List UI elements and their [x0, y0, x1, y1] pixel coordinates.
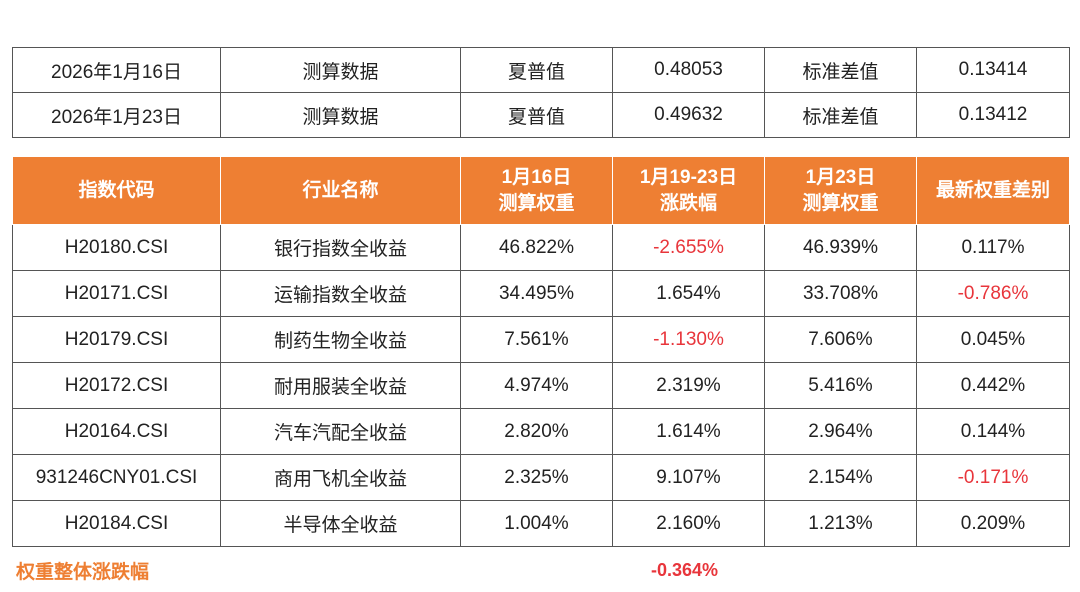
change-cell: 1.654% [612, 270, 765, 317]
index-code-cell: 931246CNY01.CSI [12, 454, 221, 501]
weight-diff-cell: 0.117% [916, 224, 1070, 271]
column-header: 1月23日测算权重 [764, 156, 917, 225]
change-cell: -2.655% [612, 224, 765, 271]
weight-jan16-cell: 46.822% [460, 224, 613, 271]
table-header-row: 指数代码 行业名称 1月16日 测算权重 1月19-23日 涨跌幅 1月23日 测算权重 最新权… [12, 156, 1070, 225]
date-cell: 2026年1月23日 [12, 92, 221, 138]
weight-diff-cell: 0.045% [916, 316, 1070, 363]
type-cell: 测算数据 [220, 47, 461, 93]
index-code-cell: H20172.CSI [12, 362, 221, 409]
type-cell: 测算数据 [220, 92, 461, 138]
weight-diff-cell: 0.442% [916, 362, 1070, 409]
change-cell: 2.160% [612, 500, 765, 547]
industry-name-cell: 制药生物全收益 [220, 316, 461, 363]
weight-jan16-cell: 34.495% [460, 270, 613, 317]
weight-jan16-cell: 4.974% [460, 362, 613, 409]
industry-name-cell: 银行指数全收益 [220, 224, 461, 271]
weight-jan23-cell: 2.154% [764, 454, 917, 501]
table-row: H20164.CSI 汽车汽配全收益 2.820% 1.614% 2.964% 0.144… [12, 408, 1070, 455]
index-code-cell: H20164.CSI [12, 408, 221, 455]
std-value-cell: 0.13414 [916, 47, 1070, 93]
industry-name-cell: 商用飞机全收益 [220, 454, 461, 501]
weight-jan23-cell: 7.606% [764, 316, 917, 363]
column-header-line: 1月23日 [805, 166, 876, 188]
weight-jan16-cell: 2.820% [460, 408, 613, 455]
table-row: H20171.CSI 运输指数全收益 34.495% 1.654% 33.708% -0.… [12, 270, 1070, 317]
weight-jan23-cell: 2.964% [764, 408, 917, 455]
industry-name-cell: 半导体全收益 [220, 500, 461, 547]
column-header-line: 1月19-23日 [639, 166, 738, 188]
index-code-cell: H20179.CSI [12, 316, 221, 363]
summary-row: 2026年1月23日 测算数据 夏普值 0.49632 标准差值 0.13412 [12, 92, 1070, 138]
std-label-cell: 标准差值 [764, 47, 917, 93]
sharpe-label-cell: 夏普值 [460, 92, 613, 138]
change-cell: 9.107% [612, 454, 765, 501]
column-header-line: 涨跌幅 [659, 192, 717, 214]
overall-change-value: -0.364% [651, 560, 719, 580]
weights-table: 指数代码 行业名称 1月16日 测算权重 1月19-23日 涨跌幅 1月23日 测算权重 最新权… [12, 156, 1070, 547]
column-header: 行业名称 [220, 156, 461, 225]
table-row: H20172.CSI 耐用服装全收益 4.974% 2.319% 5.416% 0.442… [12, 362, 1070, 409]
column-header-line: 最新权重差别 [935, 179, 1050, 201]
change-cell: 1.614% [612, 408, 765, 455]
weight-jan23-cell: 33.708% [764, 270, 917, 317]
weight-diff-cell: 0.144% [916, 408, 1070, 455]
change-cell: 2.319% [612, 362, 765, 409]
date-cell: 2026年1月16日 [12, 47, 221, 93]
weight-diff-cell: -0.171% [916, 454, 1070, 501]
weight-jan16-cell: 2.325% [460, 454, 613, 501]
weight-jan16-cell: 1.004% [460, 500, 613, 547]
column-header-line: 行业名称 [302, 179, 379, 201]
overall-change-label: 权重整体涨跌幅 [16, 562, 150, 583]
column-header: 1月16日测算权重 [460, 156, 613, 225]
industry-name-cell: 耐用服装全收益 [220, 362, 461, 409]
sharpe-value-cell: 0.48053 [612, 47, 765, 93]
index-code-cell: H20184.CSI [12, 500, 221, 547]
index-code-cell: H20180.CSI [12, 224, 221, 271]
summary-row: 2026年1月16日 测算数据 夏普值 0.48053 标准差值 0.13414 [12, 47, 1070, 93]
std-label-cell: 标准差值 [764, 92, 917, 138]
weight-diff-cell: 0.209% [916, 500, 1070, 547]
table-row: 931246CNY01.CSI 商用飞机全收益 2.325% 9.107% 2.154%… [12, 454, 1070, 501]
sharpe-value-cell: 0.49632 [612, 92, 765, 138]
industry-name-cell: 汽车汽配全收益 [220, 408, 461, 455]
std-value-cell: 0.13412 [916, 92, 1070, 138]
column-header: 最新权重差别 [916, 156, 1070, 225]
table-row: H20180.CSI 银行指数全收益 46.822% -2.655% 46.939% 0.… [12, 224, 1070, 271]
column-header: 指数代码 [12, 156, 221, 225]
column-header-line: 指数代码 [78, 179, 155, 201]
weight-diff-cell: -0.786% [916, 270, 1070, 317]
summary-table: 2026年1月16日 测算数据 夏普值 0.48053 标准差值 0.13414 2026年… [12, 47, 1070, 138]
column-header-line: 1月16日 [501, 166, 572, 188]
weight-jan23-cell: 46.939% [764, 224, 917, 271]
weight-jan23-cell: 5.416% [764, 362, 917, 409]
table-row: H20184.CSI 半导体全收益 1.004% 2.160% 1.213% 0.209% [12, 500, 1070, 547]
industry-name-cell: 运输指数全收益 [220, 270, 461, 317]
column-header-line: 测算权重 [498, 192, 575, 214]
weight-jan16-cell: 7.561% [460, 316, 613, 363]
index-code-cell: H20171.CSI [12, 270, 221, 317]
table-row: H20179.CSI 制药生物全收益 7.561% -1.130% 7.606% 0.04… [12, 316, 1070, 363]
sharpe-label-cell: 夏普值 [460, 47, 613, 93]
column-header: 1月19-23日 涨跌幅 [612, 156, 765, 225]
change-cell: -1.130% [612, 316, 765, 363]
column-header-line: 测算权重 [802, 192, 879, 214]
weight-jan23-cell: 1.213% [764, 500, 917, 547]
